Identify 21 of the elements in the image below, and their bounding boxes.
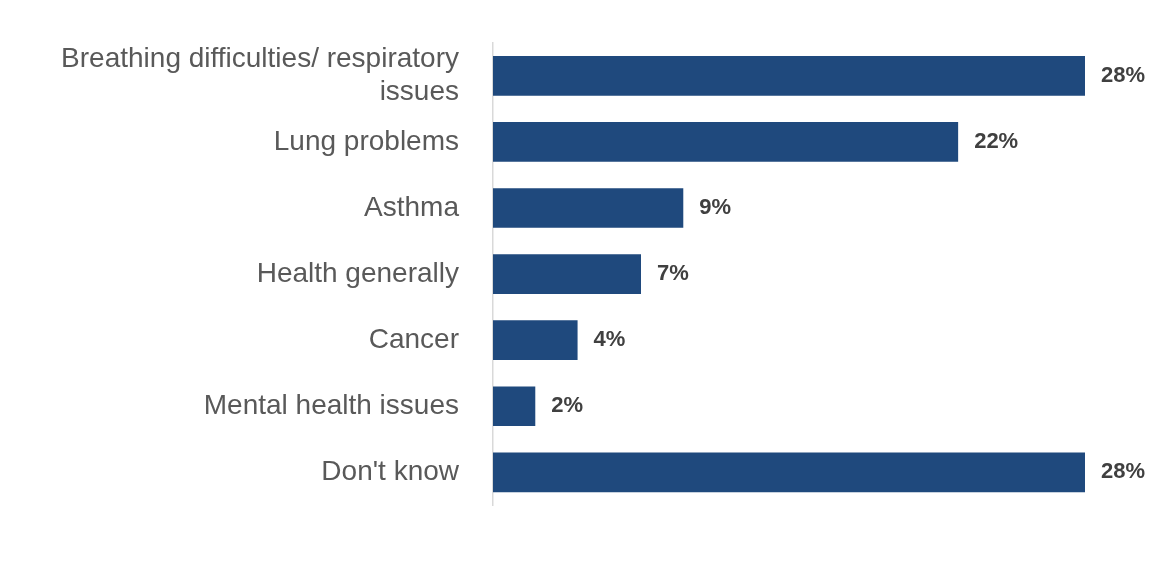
bar	[493, 452, 1085, 493]
data-label: 2%	[551, 392, 584, 418]
data-label: 28%	[1101, 458, 1146, 484]
bar	[493, 386, 536, 427]
bar	[493, 122, 959, 162]
bar	[493, 320, 578, 361]
data-label: 22%	[974, 127, 1019, 153]
y-tick-label: Breathing difficulties/ respiratory issues	[61, 41, 459, 107]
data-label: 28%	[1101, 61, 1146, 87]
y-tick-label: Asthma	[364, 190, 460, 222]
y-tick-label: Lung problems	[273, 124, 459, 156]
data-label: 4%	[593, 326, 626, 352]
bar	[493, 254, 641, 294]
y-tick-label: Mental health issues	[203, 388, 459, 420]
bar	[493, 188, 684, 228]
bar	[493, 56, 1085, 96]
data-label: 7%	[657, 260, 689, 286]
y-tick-label: Health generally	[256, 256, 459, 288]
data-label: 9%	[699, 194, 732, 220]
y-tick-label: Cancer	[368, 322, 459, 354]
y-tick-label: Don't know	[321, 455, 460, 487]
